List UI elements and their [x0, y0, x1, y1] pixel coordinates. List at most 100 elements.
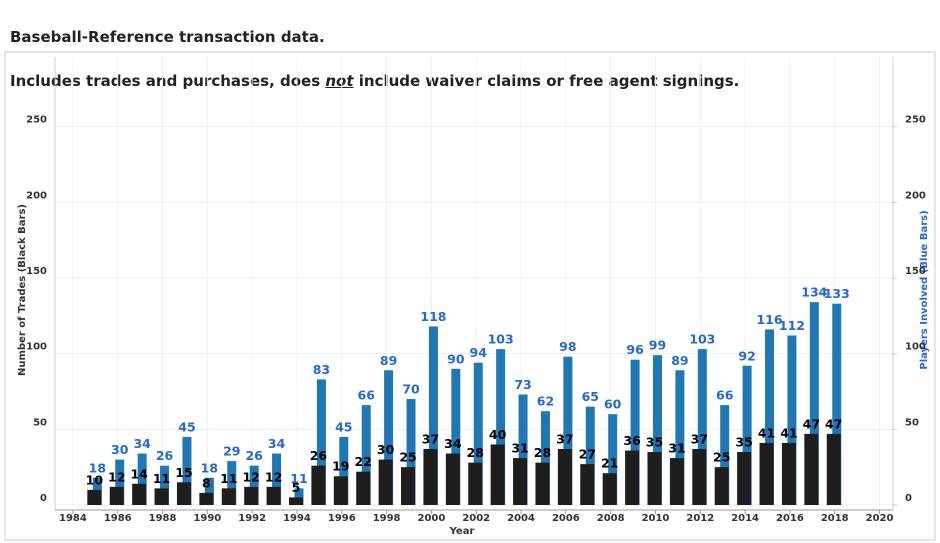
players-bar: [809, 302, 819, 505]
players-bar: [742, 365, 752, 505]
trades-bar: [333, 476, 348, 505]
trades-bar: [109, 486, 124, 505]
y-tick-label: 50: [33, 417, 47, 428]
value-label: 37: [422, 432, 439, 447]
y2-tick-label: 250: [905, 115, 926, 126]
value-label: 103: [488, 332, 514, 347]
x-tick-label: 1988: [149, 513, 177, 524]
x-tick-label: 2010: [642, 513, 670, 524]
value-label: 41: [758, 425, 775, 440]
value-label: 116: [756, 312, 782, 327]
players-bar: [652, 355, 662, 505]
y2-tick-label: 0: [905, 493, 912, 504]
trades-bar: [468, 462, 483, 505]
value-label: 30: [377, 442, 395, 457]
players-bar: [182, 436, 192, 505]
value-label: 34: [444, 436, 462, 451]
subtitle-part: include waiver claims or free agent sign…: [353, 72, 740, 90]
value-label: 89: [380, 353, 397, 368]
x-tick-label: 2000: [418, 513, 446, 524]
y2-axis-label: Players Involved (Blue Bars): [919, 210, 930, 369]
value-label: 27: [579, 447, 596, 462]
players-bar: [540, 411, 550, 505]
trades-bar: [199, 492, 214, 505]
trades-bar: [401, 467, 416, 505]
value-label: 47: [803, 416, 820, 431]
trades-bar: [288, 497, 303, 505]
y-axis-label: Number of Trades (Black Bars): [17, 204, 28, 376]
x-tick-label: 1986: [104, 513, 132, 524]
trades-bar: [580, 464, 595, 505]
value-label: 70: [402, 382, 420, 397]
value-label: 11: [153, 471, 170, 486]
x-tick-label: 1994: [283, 513, 311, 524]
trades-bar: [557, 449, 572, 505]
trades-bar: [804, 433, 819, 505]
x-tick-label: 2008: [597, 513, 625, 524]
players-bar: [608, 414, 618, 505]
x-tick-label: 2020: [866, 513, 894, 524]
value-label: 10: [86, 472, 104, 487]
value-label: 41: [780, 425, 797, 440]
value-label: 98: [559, 339, 576, 354]
value-label: 62: [537, 394, 554, 409]
value-label: 12: [242, 469, 259, 484]
trades-bar: [714, 467, 729, 505]
trades-bar: [356, 471, 371, 505]
players-bar: [787, 335, 797, 505]
value-label: 66: [358, 388, 376, 403]
value-label: 29: [223, 444, 240, 459]
value-label: 19: [332, 459, 349, 474]
trades-bar: [826, 433, 841, 505]
x-tick-label: 2012: [686, 513, 714, 524]
players-bar: [294, 488, 304, 505]
players-bar: [160, 465, 170, 505]
y-tick-label: 200: [26, 190, 47, 201]
players-bar: [406, 399, 416, 505]
players-bar: [428, 326, 438, 505]
players-bar: [361, 405, 371, 505]
value-label: 18: [201, 460, 218, 475]
players-bar: [339, 436, 349, 505]
y2-tick-label: 150: [905, 266, 926, 277]
header: Baseball-Reference transaction data. Inc…: [10, 4, 739, 114]
value-label: 94: [470, 345, 488, 360]
x-tick-label: 2006: [552, 513, 580, 524]
trades-bar: [266, 486, 281, 505]
value-label: 28: [467, 445, 484, 460]
trades-bar: [759, 442, 774, 505]
value-label: 40: [489, 427, 507, 442]
y2-tick-label: 50: [905, 417, 919, 428]
value-label: 26: [245, 448, 263, 463]
trades-bar: [154, 488, 169, 505]
value-label: 65: [582, 389, 599, 404]
players-bar: [316, 379, 326, 505]
value-label: 45: [335, 419, 352, 434]
trades-bar: [535, 462, 550, 505]
value-label: 31: [511, 441, 528, 456]
value-label: 37: [691, 432, 708, 447]
value-label: 34: [268, 436, 286, 451]
players-bar: [227, 461, 237, 505]
value-label: 45: [178, 419, 195, 434]
x-tick-label: 1984: [59, 513, 87, 524]
value-label: 34: [133, 436, 151, 451]
trades-bar: [221, 488, 236, 505]
trades-bar: [647, 452, 662, 505]
trades-bar: [513, 458, 528, 505]
value-label: 60: [604, 397, 622, 412]
y-tick-label: 100: [26, 342, 47, 353]
players-bar: [451, 368, 461, 505]
trades-bar: [692, 449, 707, 505]
value-label: 37: [556, 432, 573, 447]
value-label: 26: [156, 448, 174, 463]
value-label: 133: [824, 286, 850, 301]
value-label: 12: [108, 469, 125, 484]
value-label: 66: [716, 388, 734, 403]
value-label: 92: [738, 348, 755, 363]
x-tick-label: 1998: [373, 513, 401, 524]
trades-bar: [781, 442, 796, 505]
subtitle-part: Includes trades and purchases, does: [10, 72, 326, 90]
x-tick-label: 2018: [821, 513, 849, 524]
